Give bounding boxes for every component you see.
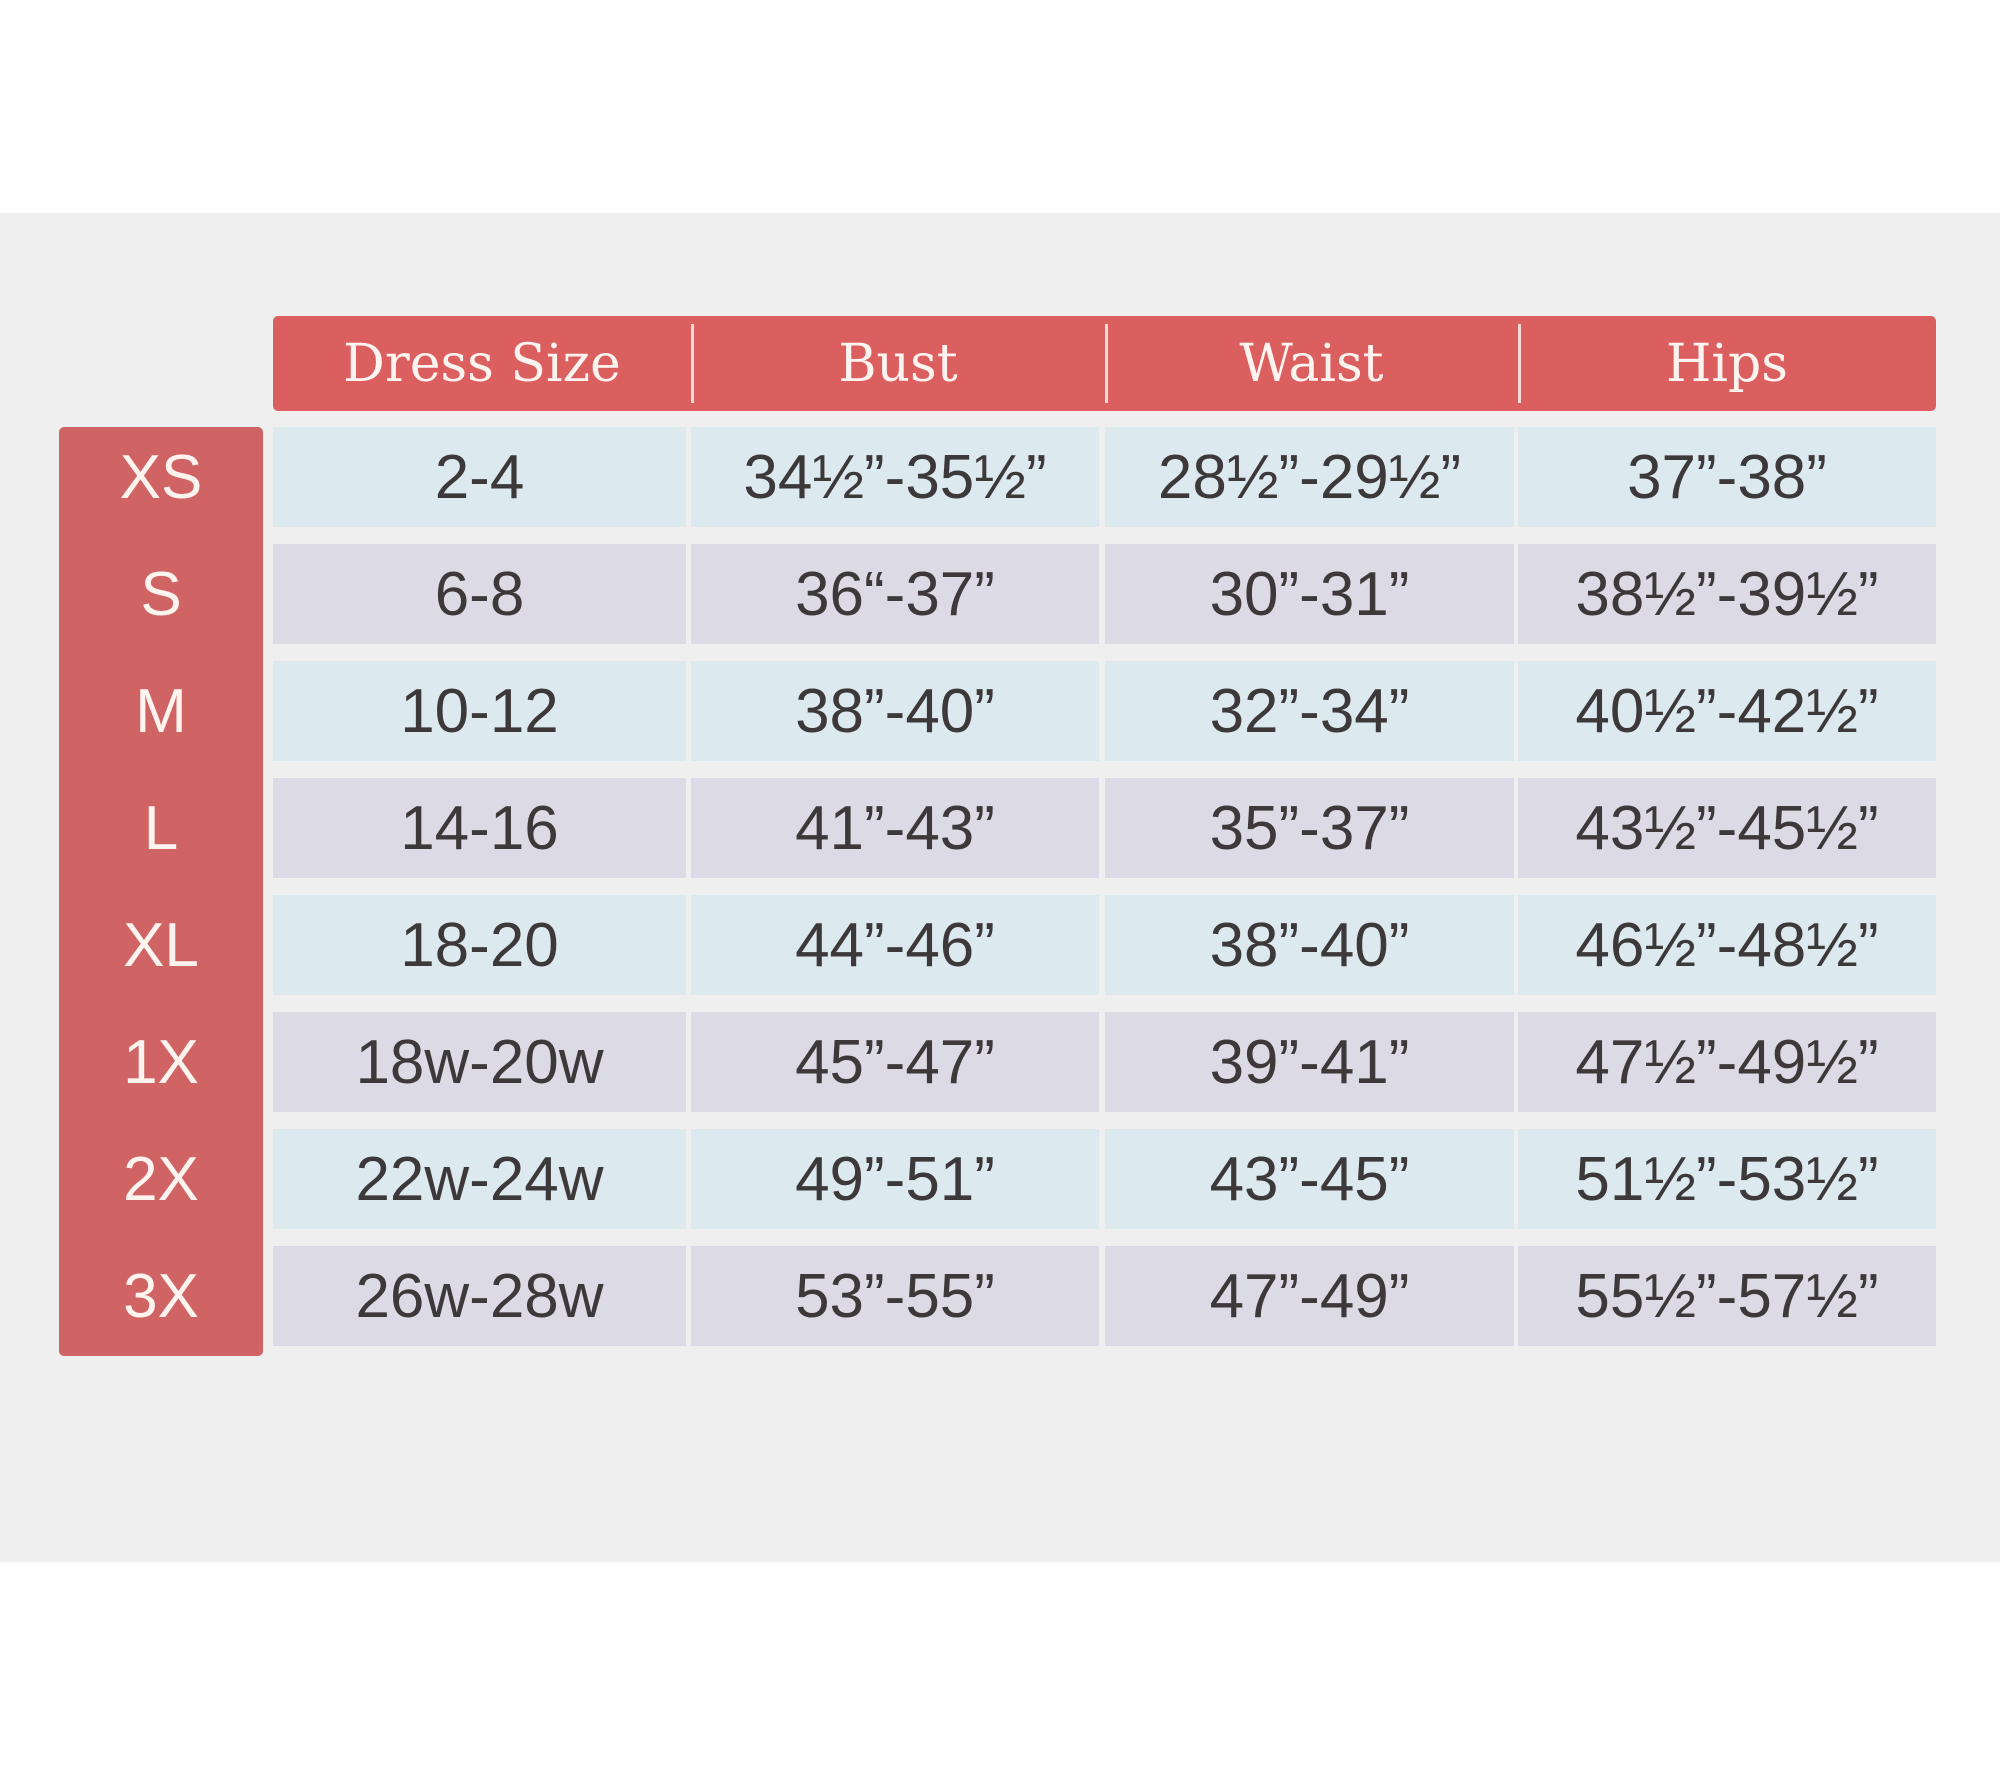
table-cell-waist: 35”-37” bbox=[1105, 778, 1514, 878]
table-row: 26w-28w 53”-55” 47”-49” 55½”-57½” bbox=[273, 1246, 1936, 1346]
column-header-hips: Hips bbox=[1518, 316, 1936, 411]
table-cell-waist: 28½”-29½” bbox=[1105, 427, 1514, 527]
table-cell-dress-size: 18-20 bbox=[273, 895, 686, 995]
table-cell-waist: 43”-45” bbox=[1105, 1129, 1514, 1229]
table-cell-bust: 49”-51” bbox=[691, 1129, 1099, 1229]
table-cell-waist: 32”-34” bbox=[1105, 661, 1514, 761]
table-cell-hips: 46½”-48½” bbox=[1518, 895, 1936, 995]
column-header-bust: Bust bbox=[691, 316, 1105, 411]
table-row: 22w-24w 49”-51” 43”-45” 51½”-53½” bbox=[273, 1129, 1936, 1229]
table-row: 2-4 34½”-35½” 28½”-29½” 37”-38” bbox=[273, 427, 1936, 527]
table-row: 14-16 41”-43” 35”-37” 43½”-45½” bbox=[273, 778, 1936, 878]
table-cell-dress-size: 22w-24w bbox=[273, 1129, 686, 1229]
table-cell-dress-size: 26w-28w bbox=[273, 1246, 686, 1346]
table-cell-waist: 30”-31” bbox=[1105, 544, 1514, 644]
table-cell-hips: 37”-38” bbox=[1518, 427, 1936, 527]
table-row: 6-8 36“-37” 30”-31” 38½”-39½” bbox=[273, 544, 1936, 644]
size-label: 1X bbox=[123, 1027, 199, 1097]
size-label: XL bbox=[123, 910, 199, 980]
table-row: 18w-20w 45”-47” 39”-41” 47½”-49½” bbox=[273, 1012, 1936, 1112]
size-label: 3X bbox=[123, 1261, 199, 1331]
table-cell-bust: 38”-40” bbox=[691, 661, 1099, 761]
column-header-dress-size: Dress Size bbox=[343, 333, 621, 394]
table-cell-bust: 36“-37” bbox=[691, 544, 1099, 644]
table-cell-bust: 45”-47” bbox=[691, 1012, 1099, 1112]
table-row: 10-12 38”-40” 32”-34” 40½”-42½” bbox=[273, 661, 1936, 761]
size-label: S bbox=[140, 559, 182, 629]
column-header-waist: Waist bbox=[1105, 316, 1518, 411]
table-cell-hips: 38½”-39½” bbox=[1518, 544, 1936, 644]
table-cell-hips: 47½”-49½” bbox=[1518, 1012, 1936, 1112]
size-label: XS bbox=[119, 442, 203, 512]
table-row: 18-20 44”-46” 38”-40” 46½”-48½” bbox=[273, 895, 1936, 995]
table-cell-bust: 34½”-35½” bbox=[691, 427, 1099, 527]
size-label-column: XS S M L XL 1X 2X 3X bbox=[59, 427, 263, 1356]
table-cell-dress-size: 6-8 bbox=[273, 544, 686, 644]
size-label: L bbox=[143, 793, 179, 863]
table-cell-bust: 53”-55” bbox=[691, 1246, 1099, 1346]
chart-background bbox=[0, 213, 2000, 1562]
table-header: Dress Size Bust Waist Hips bbox=[273, 316, 1936, 411]
table-cell-waist: 39”-41” bbox=[1105, 1012, 1514, 1112]
table-cell-hips: 55½”-57½” bbox=[1518, 1246, 1936, 1346]
table-cell-hips: 43½”-45½” bbox=[1518, 778, 1936, 878]
size-label: 2X bbox=[123, 1144, 199, 1214]
size-label: M bbox=[135, 676, 187, 746]
table-cell-hips: 40½”-42½” bbox=[1518, 661, 1936, 761]
table-cell-bust: 44”-46” bbox=[691, 895, 1099, 995]
table-cell-waist: 47”-49” bbox=[1105, 1246, 1514, 1346]
table-cell-waist: 38”-40” bbox=[1105, 895, 1514, 995]
table-cell-hips: 51½”-53½” bbox=[1518, 1129, 1936, 1229]
table-cell-dress-size: 10-12 bbox=[273, 661, 686, 761]
table-cell-dress-size: 14-16 bbox=[273, 778, 686, 878]
table-cell-bust: 41”-43” bbox=[691, 778, 1099, 878]
table-cell-dress-size: 18w-20w bbox=[273, 1012, 686, 1112]
table-cell-dress-size: 2-4 bbox=[273, 427, 686, 527]
